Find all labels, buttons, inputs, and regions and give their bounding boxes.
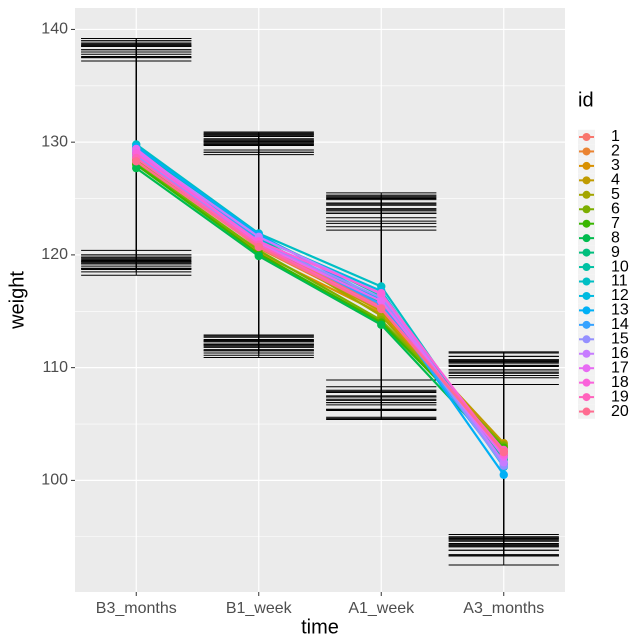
legend-key-point [582,190,591,199]
legend-label: 17 [611,359,629,376]
series-line [135,160,505,453]
point [499,470,508,479]
point [499,448,508,457]
legend-label: 9 [611,244,620,261]
point [254,251,263,261]
x-tick-label: A1_week [348,600,415,617]
legend-label: 8 [611,229,620,246]
y-tick-label: 120 [41,246,68,263]
legend-key-point [582,248,591,257]
legend-key-point [582,364,591,373]
legend-key-point [582,205,591,214]
point [377,320,386,330]
legend-key-point [582,133,591,141]
legend-key-point [582,407,591,416]
legend-key-point [582,335,591,344]
legend-label: 14 [611,316,629,333]
series-line [135,167,505,457]
x-tick-label: A3_months [463,600,544,617]
legend-title: id [578,89,594,111]
legend-key-point [582,161,591,170]
point [254,242,263,252]
legend-label: 13 [611,302,629,319]
legend-key-point [582,176,591,185]
legend-label: 2 [611,143,620,160]
legend-key-point [582,306,591,315]
legend-label: 1 [611,128,620,145]
legend-key-point [582,263,591,272]
y-tick-label: 110 [42,359,68,376]
legend-key-point [582,147,591,156]
legend-label: 15 [611,331,629,348]
legend-label: 5 [611,186,620,203]
legend-key-point [582,349,591,358]
legend-label: 12 [611,287,629,304]
series-line [135,152,505,456]
point [132,163,141,173]
legend-label: 16 [611,345,629,362]
legend-label: 4 [611,172,620,189]
legend-key-point [582,291,591,300]
legend-key-point [582,320,591,329]
legend-key-point [582,219,591,228]
legend-label: 6 [611,200,620,217]
legend-key-point [582,234,591,243]
legend-key-point [582,277,591,286]
y-tick-label: 140 [41,21,68,38]
point [132,157,141,166]
legend-label: 10 [611,258,629,275]
panel [75,8,565,592]
legend-label: 11 [611,273,628,290]
y-axis-label: weight [6,271,28,330]
legend-label: 19 [611,388,629,405]
legend-label: 18 [611,374,629,391]
legend-label: 7 [611,215,620,232]
legend-key-point [582,393,591,402]
point [377,296,386,306]
x-tick-label: B1_week [226,600,293,617]
x-tick-label: B3_months [96,600,177,617]
legend-key-point [582,378,591,387]
y-tick-label: 130 [41,133,68,150]
legend-label: 20 [611,403,629,420]
point [377,289,386,298]
y-tick-label: 100 [41,472,68,489]
point [377,304,386,314]
x-axis-label: time [301,616,339,638]
legend-label: 3 [611,157,620,174]
